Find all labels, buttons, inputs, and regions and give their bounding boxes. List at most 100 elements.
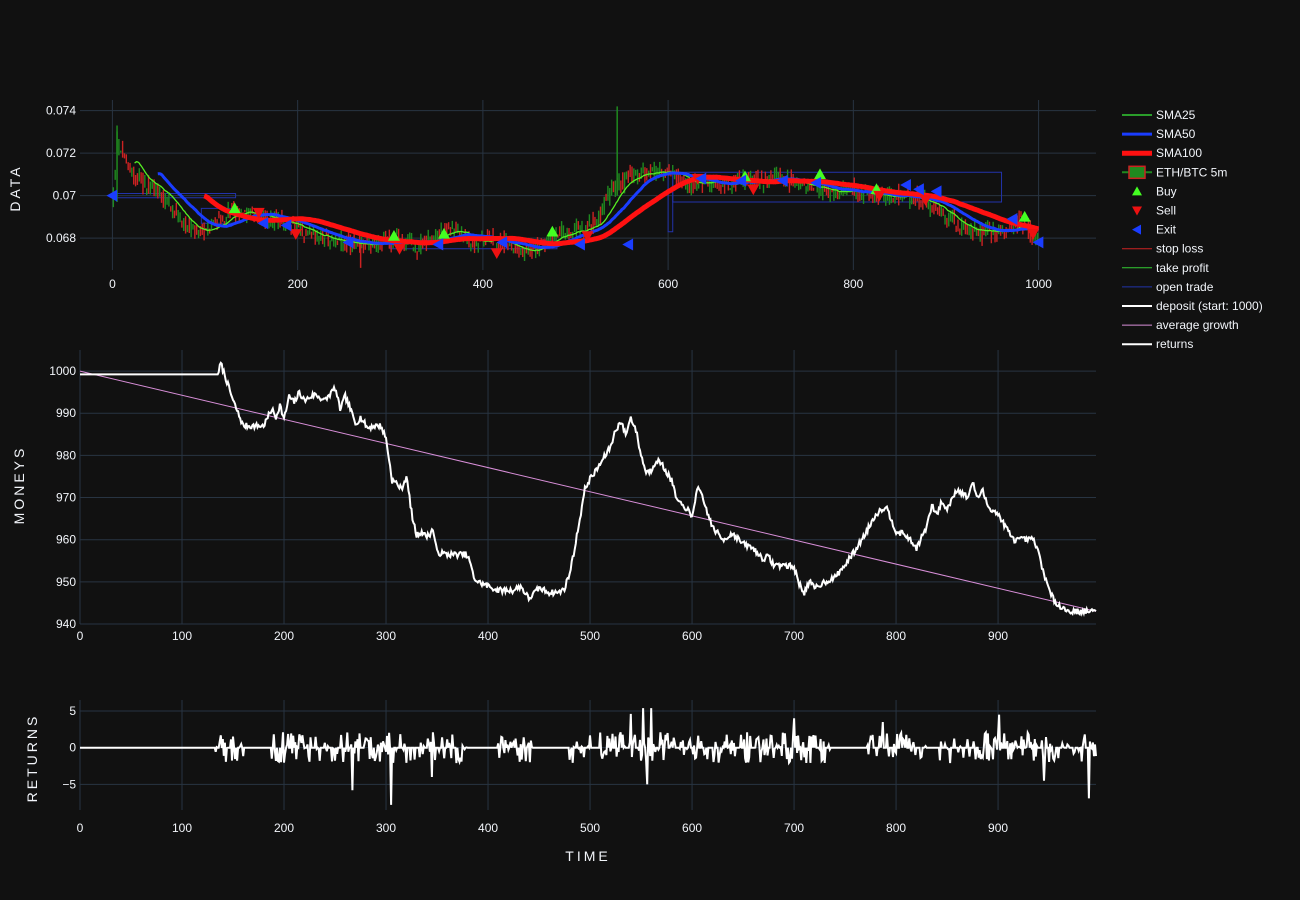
moneys-xtick-label: 700 <box>784 629 804 643</box>
returns-xtick-label: 0 <box>77 821 84 835</box>
moneys-xtick-label: 900 <box>988 629 1008 643</box>
moneys-xtick-label: 500 <box>580 629 600 643</box>
sma100-line <box>203 174 1040 247</box>
moneys-xtick-label: 300 <box>376 629 396 643</box>
data-ytick-label: 0.074 <box>46 104 76 118</box>
exit-marker <box>496 236 508 249</box>
sell-marker <box>289 229 302 240</box>
moneys-xtick-label: 800 <box>886 629 906 643</box>
data-ytick-label: 0.068 <box>46 231 76 245</box>
moneys-xtick-label: 0 <box>77 629 84 643</box>
data-ytick-label: 0.07 <box>53 189 77 203</box>
legend-swatch <box>1132 206 1142 216</box>
legend[interactable]: SMA25 SMA50 SMA100 ETH/BTC 5m Buy Sell Exit sto… <box>1122 108 1263 351</box>
moneys-ytick-label: 960 <box>56 533 76 547</box>
returns-xtick-label: 200 <box>274 821 294 835</box>
data-axis-title: DATA <box>7 164 23 211</box>
legend-label: stop loss <box>1156 242 1203 256</box>
buy-marker <box>228 202 241 214</box>
moneys-ytick-label: 1000 <box>49 364 76 378</box>
data-xtick-label: 800 <box>843 277 863 291</box>
legend-swatch <box>1132 224 1141 235</box>
data-xtick-label: 1000 <box>1025 277 1052 291</box>
moneys-xtick-label: 200 <box>274 629 294 643</box>
legend-item[interactable]: open trade <box>1122 280 1214 294</box>
legend-swatch <box>1132 186 1142 196</box>
legend-item[interactable]: average growth <box>1122 318 1239 332</box>
exit-marker <box>776 174 788 187</box>
legend-swatch <box>1128 165 1146 180</box>
exit-marker <box>106 189 118 202</box>
returns-axis-title: RETURNS <box>24 714 40 803</box>
buy-marker <box>437 227 450 239</box>
exit-marker <box>913 183 924 196</box>
legend-label: Sell <box>1156 204 1176 218</box>
exit-marker <box>1006 213 1018 225</box>
legend-item[interactable]: stop loss <box>1122 242 1203 256</box>
returns-xtick-label: 800 <box>886 821 906 835</box>
legend-label: open trade <box>1156 280 1214 294</box>
data-ytick-label: 0.072 <box>46 146 76 160</box>
sell-marker <box>581 231 594 242</box>
legend-item[interactable]: SMA50 <box>1122 127 1196 141</box>
sell-marker <box>747 184 760 196</box>
open-trade-box <box>667 171 674 233</box>
moneys-ytick-label: 980 <box>56 448 76 462</box>
exit-marker <box>735 174 747 187</box>
legend-label: Exit <box>1156 223 1177 237</box>
exit-marker <box>574 238 585 251</box>
legend-label: returns <box>1156 337 1193 351</box>
sell-marker <box>873 190 886 202</box>
legend-label: SMA100 <box>1156 146 1202 160</box>
sell-marker <box>919 195 932 206</box>
legend-label: SMA25 <box>1156 108 1196 122</box>
returns-xtick-label: 500 <box>580 821 600 835</box>
returns-xtick-label: 700 <box>784 821 804 835</box>
legend-item[interactable]: deposit (start: 1000) <box>1122 299 1263 313</box>
moneys-xtick-label: 400 <box>478 629 498 643</box>
legend-label: average growth <box>1156 318 1239 332</box>
data-layer <box>79 106 1097 805</box>
moneys-ytick-label: 970 <box>56 491 76 505</box>
data-xtick-label: 200 <box>288 277 308 291</box>
legend-item[interactable]: Sell <box>1132 204 1176 218</box>
exit-marker <box>432 238 444 251</box>
sell-marker <box>1027 229 1040 240</box>
legend-item[interactable]: SMA25 <box>1122 108 1196 122</box>
buy-marker <box>546 225 559 237</box>
legend-item[interactable]: take profit <box>1122 261 1209 275</box>
returns-ytick-label: 5 <box>69 704 76 718</box>
data-xtick-label: 0 <box>109 277 116 291</box>
returns-xtick-label: 600 <box>682 821 702 835</box>
legend-label: Buy <box>1156 184 1177 198</box>
returns-xtick-label: 300 <box>376 821 396 835</box>
exit-marker <box>900 179 911 191</box>
moneys-xtick-label: 600 <box>682 629 702 643</box>
sell-marker <box>252 207 265 219</box>
exit-marker <box>1032 236 1044 249</box>
legend-item[interactable]: Exit <box>1132 223 1177 237</box>
buy-marker <box>1018 210 1031 222</box>
legend-label: take profit <box>1156 261 1209 275</box>
sell-marker <box>393 243 406 255</box>
legend-item[interactable]: SMA100 <box>1122 146 1202 160</box>
legend-item[interactable]: Buy <box>1132 184 1177 198</box>
legend-label: deposit (start: 1000) <box>1156 299 1263 313</box>
exit-marker <box>810 176 822 189</box>
legend-item[interactable]: ETH/BTC 5m <box>1122 165 1227 179</box>
exit-marker <box>342 236 354 249</box>
deposit-line <box>80 361 1097 617</box>
average-growth-line <box>79 370 1097 612</box>
exit-marker <box>930 185 942 198</box>
returns-xtick-label: 900 <box>988 821 1008 835</box>
data-xtick-label: 600 <box>658 277 678 291</box>
data-xtick-label: 400 <box>473 277 493 291</box>
moneys-xtick-label: 100 <box>172 629 192 643</box>
exit-marker <box>622 238 634 251</box>
exit-marker <box>257 217 269 230</box>
time-axis-title: TIME <box>565 848 610 864</box>
sell-marker <box>490 248 503 259</box>
legend-item[interactable]: returns <box>1122 337 1193 351</box>
returns-ytick-label: −5 <box>62 777 76 791</box>
